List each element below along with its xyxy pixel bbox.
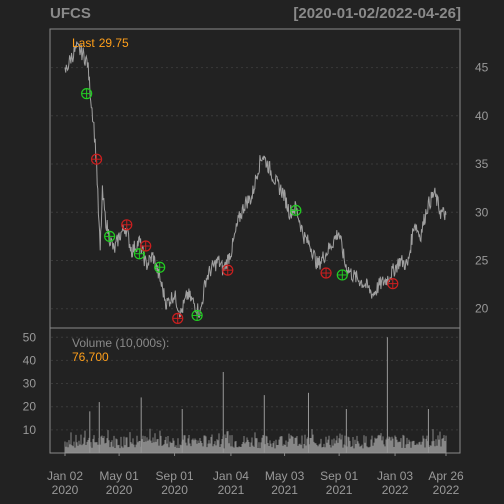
buy-signal-marker	[81, 88, 93, 100]
price-tick-label: 40	[475, 109, 489, 123]
last-price-label: Last	[72, 36, 95, 50]
x-tick-label-date: Apr 26	[428, 469, 464, 483]
x-tick-label-year: 2022	[382, 483, 409, 497]
price-tick-label: 30	[475, 205, 489, 219]
x-tick-label-year: 2020	[52, 483, 79, 497]
price-series	[64, 41, 447, 319]
x-tick-label-date: Jan 04	[213, 469, 249, 483]
chart-ticker: UFCS	[50, 5, 91, 22]
buy-signal-marker	[336, 269, 348, 281]
sell-signal-marker	[140, 240, 152, 252]
price-tick-label: 35	[475, 157, 489, 171]
buy-signal-marker	[191, 309, 203, 322]
chart-date-range: [2020-01-02/2022-04-26]	[293, 5, 461, 22]
x-tick-label-year: 2021	[218, 483, 245, 497]
signal-markers	[81, 88, 399, 324]
volume-last-value: 76,700	[72, 350, 109, 364]
sell-signal-marker	[387, 278, 399, 290]
sell-signal-marker	[320, 267, 332, 279]
x-tick-label-date: Jan 03	[377, 469, 413, 483]
x-tick-label-year: 2021	[326, 483, 353, 497]
buy-signal-marker	[104, 230, 116, 242]
volume-tick-label: 40	[23, 353, 37, 367]
buy-signal-marker	[290, 204, 302, 216]
volume-tick-label: 10	[23, 423, 37, 437]
last-price-annotation: Last 29.75	[72, 36, 129, 50]
price-tick-label: 25	[475, 253, 489, 267]
x-tick-label-year: 2021	[271, 483, 298, 497]
sell-signal-marker	[90, 153, 103, 165]
volume-title: Volume (10,000s):	[72, 336, 169, 350]
volume-tick-label: 30	[23, 377, 37, 391]
sell-signal-marker	[121, 219, 133, 231]
volume-tick-label: 50	[23, 330, 37, 344]
buy-signal-marker	[154, 261, 166, 273]
sell-signal-marker	[172, 312, 184, 324]
volume-tick-label: 20	[23, 400, 37, 414]
last-price-value: 29.75	[99, 36, 129, 50]
x-tick-label-date: Sep 01	[320, 469, 358, 483]
buy-signal-marker	[133, 248, 145, 260]
x-tick-label-date: Sep 01	[156, 469, 194, 483]
x-tick-label-date: May 01	[99, 469, 139, 483]
volume-bars	[64, 337, 447, 453]
price-tick-label: 45	[475, 61, 489, 75]
price-tick-label: 20	[475, 302, 489, 316]
x-tick-label-date: May 03	[265, 469, 305, 483]
sell-signal-marker	[222, 264, 234, 276]
price-line	[64, 41, 447, 319]
grid-lines	[51, 67, 459, 431]
x-tick-label-year: 2020	[161, 483, 188, 497]
x-tick-label-date: Jan 02	[47, 469, 83, 483]
x-tick-label-year: 2020	[106, 483, 133, 497]
x-tick-label-year: 2022	[433, 483, 460, 497]
